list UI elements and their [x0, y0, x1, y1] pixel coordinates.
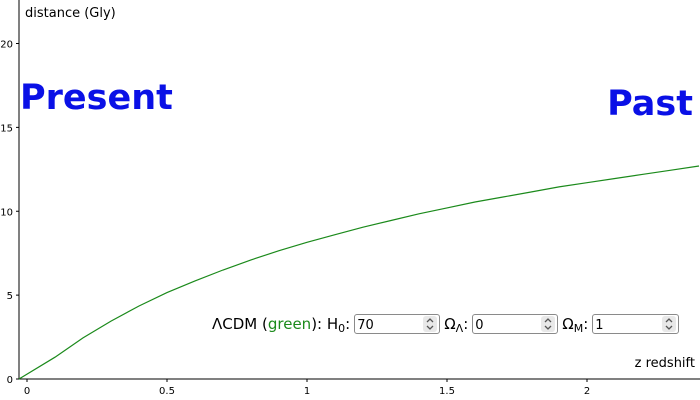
omega-m-field[interactable] — [593, 316, 658, 335]
omega-lambda-field[interactable] — [473, 316, 538, 335]
y-tick-label: 0 — [7, 375, 13, 386]
omega-lambda-input[interactable] — [472, 314, 559, 335]
x-tick-label: 0.5 — [159, 386, 175, 397]
spinner-arrows-icon[interactable] — [664, 317, 674, 331]
model-controls: ΛCDM (green): H0: ΩΛ: ΩM: — [212, 313, 680, 335]
h0-subscript: 0 — [338, 322, 346, 335]
spinner-arrows-icon[interactable] — [543, 317, 553, 331]
omega-m-symbol: Ω — [562, 315, 574, 333]
omega-m-label: ΩM: — [562, 315, 589, 335]
omega-m-input[interactable] — [592, 314, 680, 335]
x-tick-label: 2 — [584, 386, 590, 397]
x-axis-label: z redshift — [634, 356, 695, 371]
y-tick-label: 10 — [0, 207, 13, 218]
h0-spinner[interactable] — [423, 316, 438, 332]
spinner-arrows-icon[interactable] — [425, 317, 435, 331]
h0-input[interactable] — [354, 314, 441, 335]
y-tick-label: 5 — [7, 291, 13, 302]
x-tick-label: 1 — [304, 386, 310, 397]
model-label: ΛCDM (green): H0: — [212, 315, 351, 335]
y-tick-label: 20 — [0, 40, 13, 51]
omega-m-spinner[interactable] — [662, 316, 677, 332]
y-axis-label: distance (Gly) — [25, 6, 116, 21]
h0-field[interactable] — [355, 316, 420, 335]
omega-lambda-spinner[interactable] — [541, 316, 556, 332]
past-label: Past — [607, 84, 693, 124]
distance-curve-line — [18, 165, 700, 380]
omega-lambda-label: ΩΛ: — [444, 315, 469, 335]
omega-lambda-subscript: Λ — [455, 322, 464, 335]
model-label-prefix: ΛCDM ( — [212, 315, 268, 333]
x-tick-label: 1.5 — [439, 386, 455, 397]
omega-lambda-symbol: Ω — [444, 315, 456, 333]
model-color-word: green — [267, 315, 312, 333]
x-tick-label: 0 — [24, 386, 30, 397]
present-label: Present — [20, 78, 173, 118]
omega-m-subscript: M — [573, 322, 584, 335]
y-tick-label: 15 — [0, 123, 13, 134]
chart-series — [18, 165, 700, 380]
model-label-suffix: ): H — [311, 315, 339, 333]
